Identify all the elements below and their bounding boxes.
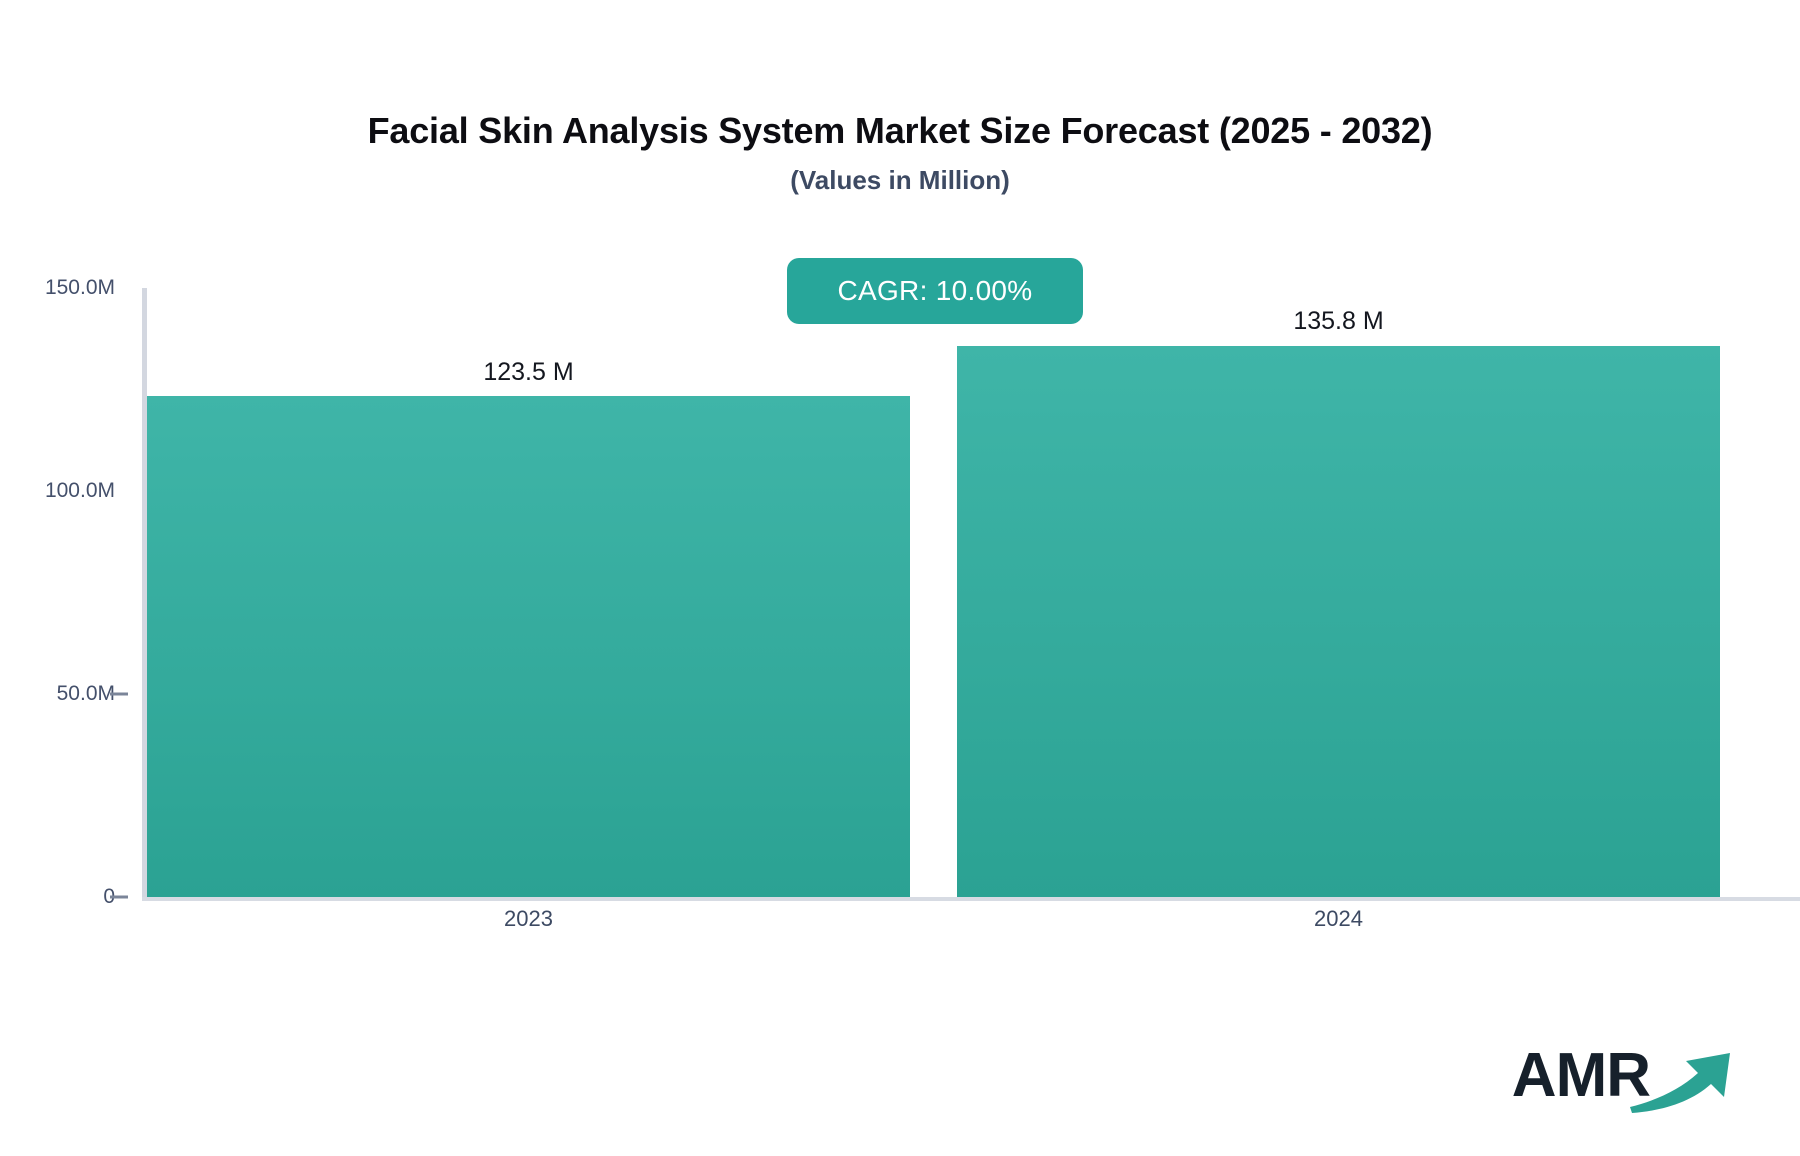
y-axis-tick-0	[110, 895, 128, 899]
bar-group-2024: 135.8 M	[957, 278, 1720, 897]
x-axis-label-2024: 2024	[1314, 906, 1363, 931]
y-axis-label-50: 50.0M	[56, 682, 115, 705]
x-axis-label-2023: 2023	[504, 906, 553, 931]
y-axis-line	[142, 288, 147, 900]
amr-logo-text: AMR	[1511, 1041, 1651, 1110]
y-axis-label-100: 100.0M	[44, 479, 115, 502]
y-axis-tick-50	[110, 692, 128, 696]
bar-2024[interactable]	[957, 346, 1720, 897]
amr-logo: AMR	[1512, 1038, 1742, 1114]
bar-value-2024: 135.8 M	[1293, 307, 1384, 335]
bar-value-2023: 123.5 M	[483, 358, 574, 386]
y-axis-label-0: 0	[0, 885, 115, 909]
x-axis-line	[142, 897, 1800, 901]
chart-title: Facial Skin Analysis System Market Size …	[367, 110, 1433, 151]
cagr-badge: CAGR: 10.00%	[787, 258, 1083, 324]
bar-group-2023: 123.5 M	[147, 278, 910, 897]
y-axis-label-150: 150.0M	[44, 276, 115, 299]
cagr-badge-label: CAGR: 10.00%	[837, 275, 1033, 306]
bar-2023[interactable]	[147, 396, 910, 897]
bar-series: 123.5 M 135.8 M	[147, 280, 1800, 899]
plot-area: 150.0M 100.0M 50.0M 0 123.5 M 135.8 M	[0, 276, 1800, 908]
chart-subtitle: (Values in Million)	[790, 165, 1010, 195]
growth-arrow-icon	[1624, 1039, 1742, 1120]
